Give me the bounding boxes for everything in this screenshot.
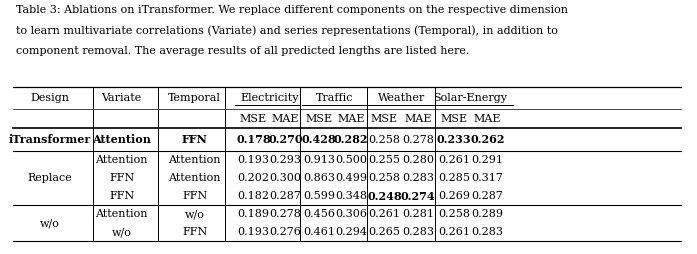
Text: Weather: Weather — [378, 93, 424, 103]
Text: 0.461: 0.461 — [303, 227, 335, 237]
Text: 0.193: 0.193 — [238, 155, 269, 165]
Text: 0.280: 0.280 — [401, 155, 434, 165]
Text: 0.499: 0.499 — [335, 173, 367, 183]
Text: 0.500: 0.500 — [335, 155, 367, 165]
Text: 0.261: 0.261 — [369, 209, 400, 219]
Text: 0.283: 0.283 — [401, 173, 434, 183]
Text: 0.300: 0.300 — [270, 173, 302, 183]
Text: Attention: Attention — [169, 173, 221, 183]
Text: MSE: MSE — [305, 114, 332, 124]
Text: Attention: Attention — [169, 155, 221, 165]
Text: Replace: Replace — [27, 173, 72, 183]
Text: 0.317: 0.317 — [471, 173, 503, 183]
Text: 0.182: 0.182 — [238, 191, 269, 201]
Text: 0.285: 0.285 — [438, 173, 470, 183]
Text: 0.281: 0.281 — [401, 209, 434, 219]
Text: 0.270: 0.270 — [268, 134, 302, 145]
Text: 0.233: 0.233 — [436, 134, 471, 145]
Text: Table 3: Ablations on iTransformer. We replace different components on the respe: Table 3: Ablations on iTransformer. We r… — [16, 5, 568, 15]
Text: 0.258: 0.258 — [369, 135, 400, 145]
Text: component removal. The average results of all predicted lengths are listed here.: component removal. The average results o… — [16, 46, 470, 56]
Text: Variate: Variate — [102, 93, 142, 103]
Text: FFN: FFN — [182, 134, 208, 145]
Text: Attention: Attention — [95, 155, 148, 165]
Text: Design: Design — [30, 93, 69, 103]
Text: w/o: w/o — [112, 227, 132, 237]
Text: to learn multivariate correlations (Variate) and series representations (Tempora: to learn multivariate correlations (Vari… — [16, 26, 558, 36]
Text: Attention: Attention — [92, 134, 151, 145]
Text: Traffic: Traffic — [316, 93, 353, 103]
Text: 0.287: 0.287 — [270, 191, 301, 201]
Text: MSE: MSE — [240, 114, 267, 124]
Text: 0.913: 0.913 — [303, 155, 335, 165]
Text: Solar-Energy: Solar-Energy — [434, 93, 507, 103]
Text: MAE: MAE — [272, 114, 299, 124]
Text: MSE: MSE — [371, 114, 398, 124]
Text: w/o: w/o — [40, 218, 59, 228]
Text: MSE: MSE — [441, 114, 468, 124]
Text: FFN: FFN — [182, 191, 207, 201]
Text: 0.248: 0.248 — [367, 190, 401, 202]
Text: 0.428: 0.428 — [302, 134, 336, 145]
Text: 0.261: 0.261 — [438, 155, 470, 165]
Text: 0.265: 0.265 — [369, 227, 400, 237]
Text: MAE: MAE — [337, 114, 365, 124]
Text: 0.269: 0.269 — [438, 191, 470, 201]
Text: FFN: FFN — [182, 227, 207, 237]
Text: 0.283: 0.283 — [471, 227, 503, 237]
Text: FFN: FFN — [109, 173, 135, 183]
Text: Temporal: Temporal — [168, 93, 221, 103]
Text: 0.258: 0.258 — [369, 173, 400, 183]
Text: MAE: MAE — [473, 114, 501, 124]
Text: 0.258: 0.258 — [438, 209, 470, 219]
Text: Electricity: Electricity — [240, 93, 299, 103]
Text: 0.289: 0.289 — [471, 209, 503, 219]
Text: 0.599: 0.599 — [303, 191, 335, 201]
Text: iTransformer: iTransformer — [8, 134, 91, 145]
Text: 0.282: 0.282 — [334, 134, 368, 145]
Text: MAE: MAE — [404, 114, 431, 124]
Text: 0.294: 0.294 — [335, 227, 367, 237]
Text: 0.283: 0.283 — [401, 227, 434, 237]
Text: 0.291: 0.291 — [471, 155, 503, 165]
Text: 0.255: 0.255 — [369, 155, 400, 165]
Text: Attention: Attention — [95, 209, 148, 219]
Text: FFN: FFN — [109, 191, 135, 201]
Text: 0.278: 0.278 — [402, 135, 434, 145]
Text: 0.274: 0.274 — [401, 190, 435, 202]
Text: 0.278: 0.278 — [270, 209, 301, 219]
Text: 0.262: 0.262 — [470, 134, 505, 145]
Text: 0.863: 0.863 — [303, 173, 335, 183]
Text: 0.287: 0.287 — [471, 191, 503, 201]
Text: 0.178: 0.178 — [236, 134, 270, 145]
Text: 0.348: 0.348 — [335, 191, 367, 201]
Text: 0.202: 0.202 — [238, 173, 269, 183]
Text: w/o: w/o — [185, 209, 204, 219]
Text: 0.293: 0.293 — [270, 155, 302, 165]
Text: 0.306: 0.306 — [335, 209, 367, 219]
Text: 0.189: 0.189 — [238, 209, 269, 219]
Text: 0.456: 0.456 — [303, 209, 335, 219]
Text: 0.276: 0.276 — [270, 227, 301, 237]
Text: 0.193: 0.193 — [238, 227, 269, 237]
Text: 0.261: 0.261 — [438, 227, 470, 237]
